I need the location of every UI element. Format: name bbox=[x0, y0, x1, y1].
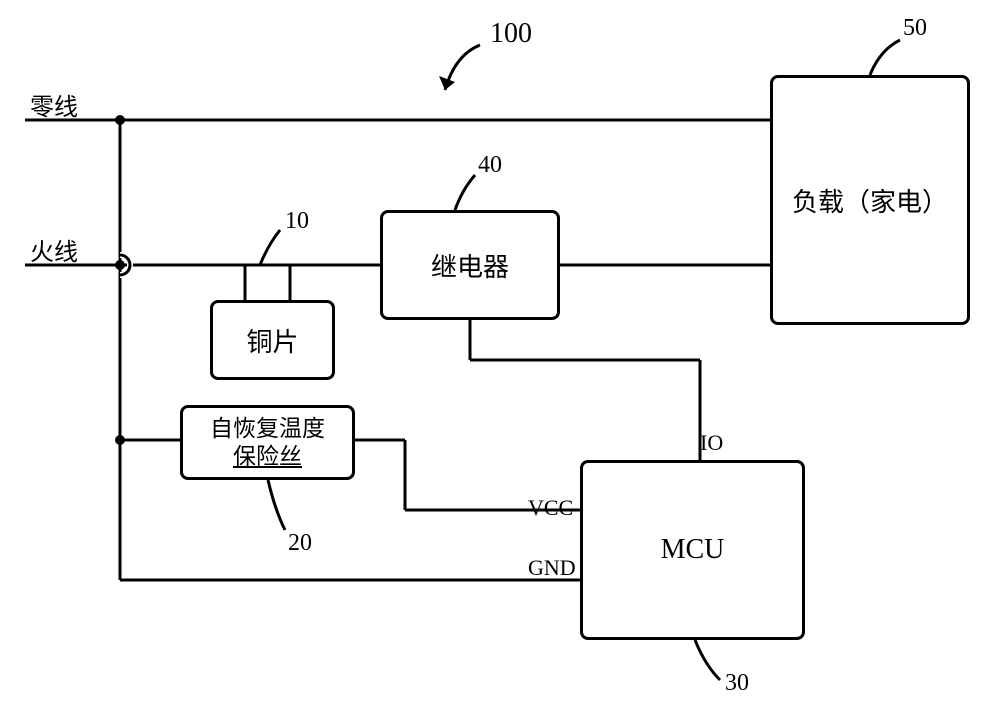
relay-block: 继电器 bbox=[380, 210, 560, 320]
pin-vcc-label: VCC bbox=[528, 495, 573, 521]
figure-number: 100 bbox=[490, 18, 532, 50]
thermal-fuse-block: 自恢复温度 保险丝 bbox=[180, 405, 355, 480]
copper-block: 铜片 bbox=[210, 300, 335, 380]
relay-label: 继电器 bbox=[431, 247, 509, 284]
load-label: 负载（家电） bbox=[792, 182, 948, 219]
pin-io-label: IO bbox=[700, 430, 723, 456]
pin-gnd-label: GND bbox=[528, 555, 576, 581]
ref-load: 50 bbox=[903, 15, 927, 42]
mcu-block: MCU bbox=[580, 460, 805, 640]
copper-label: 铜片 bbox=[246, 322, 298, 359]
thermal-fuse-line1: 自恢复温度 bbox=[210, 415, 325, 443]
ref-relay: 40 bbox=[478, 152, 502, 179]
ref-mcu: 30 bbox=[725, 670, 749, 697]
ref-copper: 10 bbox=[285, 208, 309, 235]
thermal-fuse-text: 自恢复温度 保险丝 bbox=[210, 415, 325, 470]
load-block: 负载（家电） bbox=[770, 75, 970, 325]
thermal-fuse-line2: 保险丝 bbox=[210, 443, 325, 471]
mcu-label: MCU bbox=[661, 534, 725, 566]
diagram-canvas: 负载（家电） 继电器 铜片 自恢复温度 保险丝 MCU 零线 火线 IO VCC… bbox=[0, 0, 1000, 710]
neutral-wire-label: 零线 bbox=[30, 87, 78, 122]
ref-thermal-fuse: 20 bbox=[288, 530, 312, 557]
live-wire-label: 火线 bbox=[30, 232, 78, 267]
